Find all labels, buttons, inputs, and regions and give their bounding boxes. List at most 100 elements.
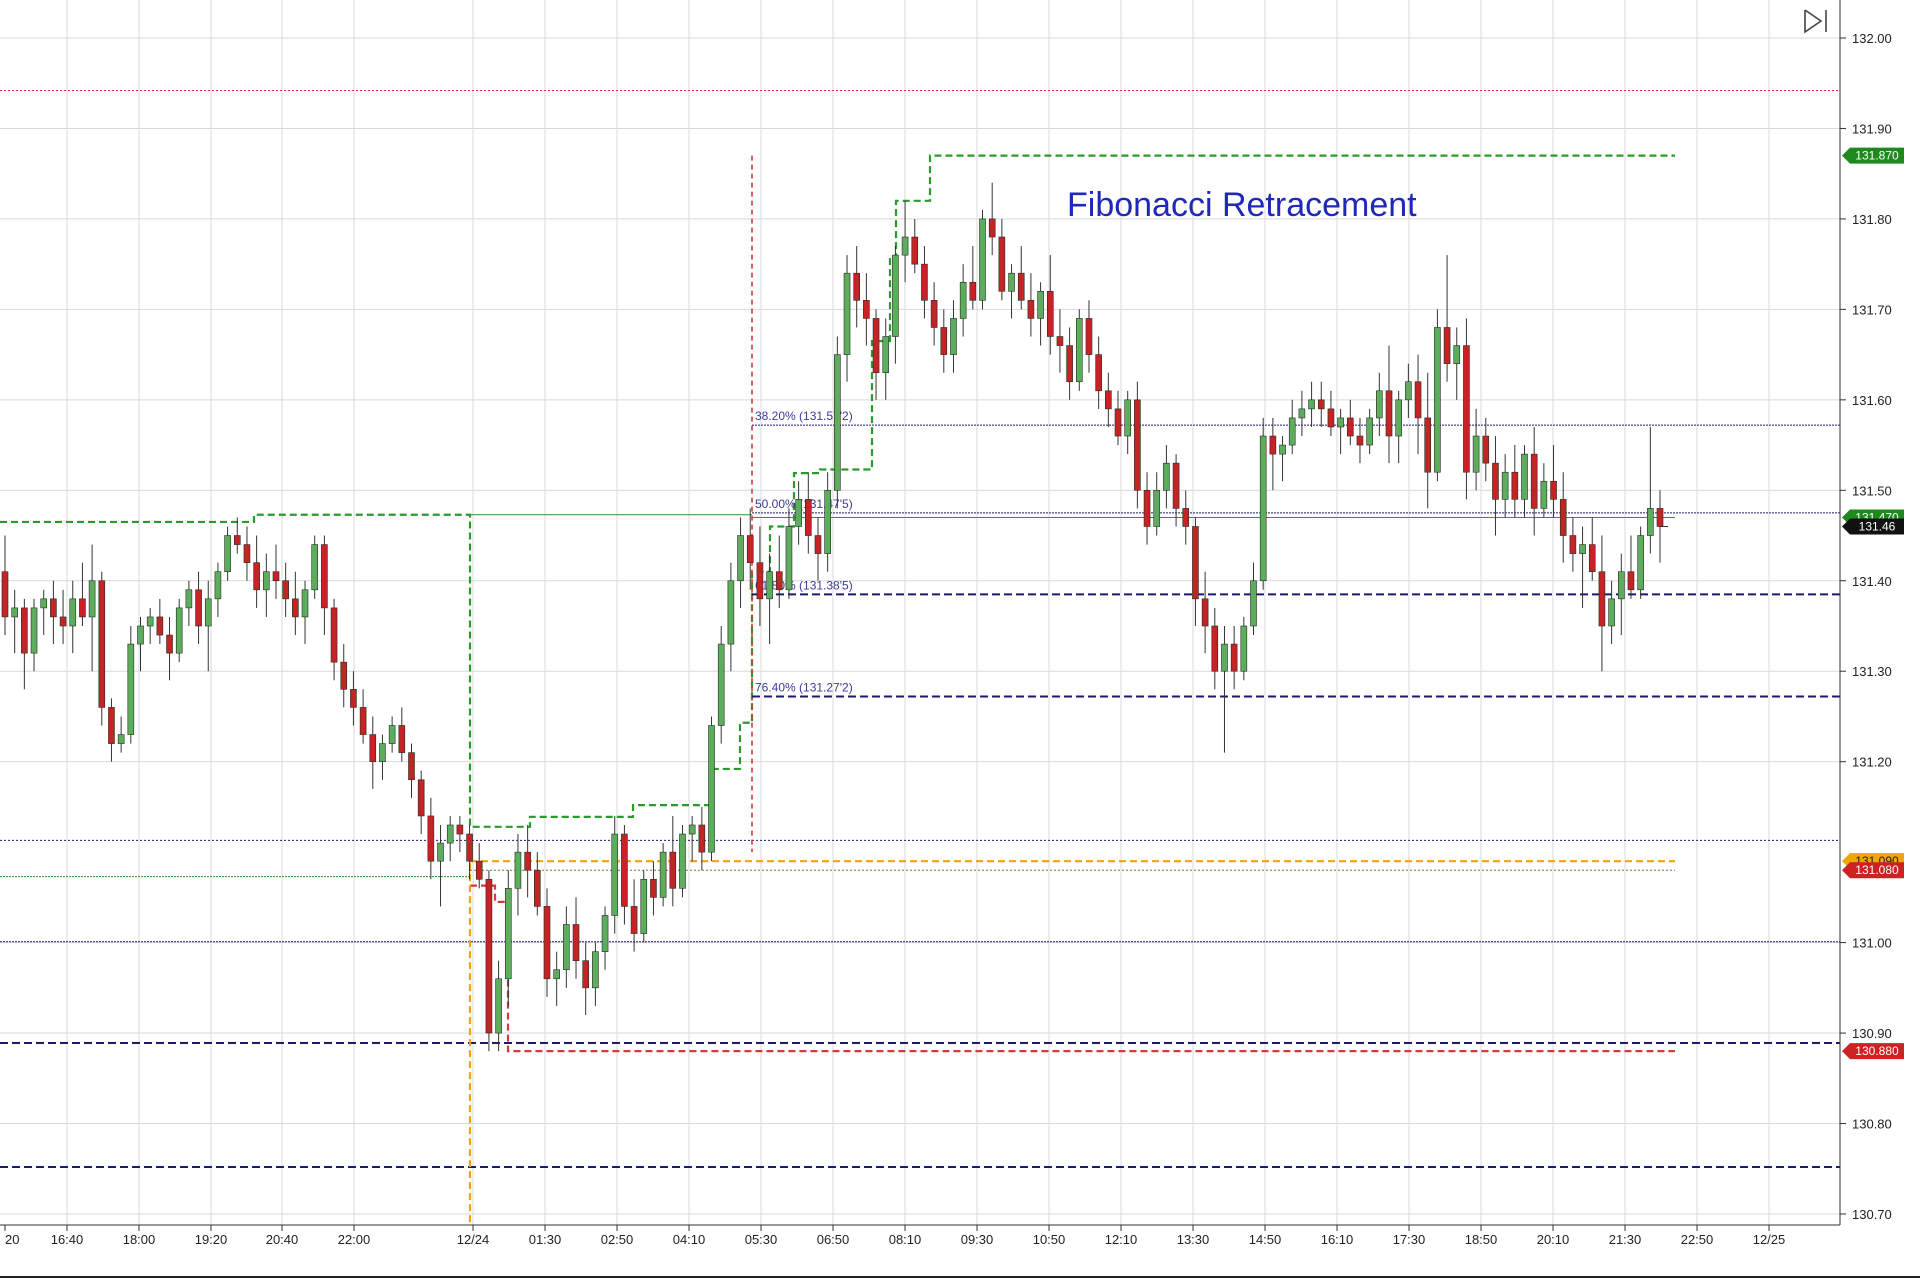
candle[interactable] (534, 852, 541, 916)
candle[interactable] (30, 598, 38, 672)
candle[interactable] (1647, 426, 1654, 554)
candle[interactable] (456, 815, 464, 853)
candle[interactable] (1288, 399, 1296, 455)
price-axis[interactable]: 132.00 131.90 131.80 131.70 131.60 131.50 131.… (1840, 31, 1892, 1222)
candle[interactable] (756, 526, 764, 626)
candle[interactable] (185, 580, 193, 626)
candle[interactable] (592, 942, 599, 1006)
candle[interactable] (708, 716, 715, 862)
candle[interactable] (1211, 607, 1219, 690)
candle[interactable] (388, 716, 396, 753)
candle[interactable] (398, 707, 406, 762)
candle[interactable] (1521, 445, 1528, 518)
candle[interactable] (224, 526, 231, 581)
candle[interactable] (1279, 436, 1286, 482)
candle[interactable] (1395, 390, 1402, 464)
candle[interactable] (688, 815, 696, 862)
candle[interactable] (572, 897, 580, 979)
candle[interactable] (853, 246, 860, 328)
candle[interactable] (892, 246, 899, 364)
candle[interactable] (253, 535, 260, 608)
candle[interactable] (1598, 535, 1606, 672)
candle[interactable] (11, 589, 18, 654)
candle[interactable] (1317, 381, 1325, 427)
candle[interactable] (1269, 417, 1277, 491)
candle[interactable] (717, 625, 725, 744)
candle[interactable] (504, 870, 512, 1006)
candle[interactable] (1376, 372, 1383, 437)
candle[interactable] (282, 562, 289, 617)
candle[interactable] (911, 218, 919, 274)
candle[interactable] (204, 580, 212, 672)
candle[interactable] (988, 182, 996, 256)
candle[interactable] (1124, 390, 1131, 455)
candle[interactable] (950, 300, 957, 373)
candle[interactable] (834, 336, 841, 509)
candle[interactable] (1463, 318, 1470, 500)
candle[interactable] (466, 825, 473, 880)
candle[interactable] (1172, 454, 1180, 527)
candle[interactable] (543, 888, 551, 997)
candle[interactable] (737, 517, 744, 608)
candle[interactable] (166, 616, 173, 681)
candle[interactable] (1105, 372, 1112, 427)
candle[interactable] (727, 562, 735, 672)
candle[interactable] (1153, 472, 1161, 536)
candle[interactable] (437, 825, 444, 907)
candle[interactable] (243, 526, 251, 581)
candle[interactable] (1608, 580, 1615, 645)
candle[interactable] (1017, 246, 1025, 310)
candle[interactable] (1192, 517, 1199, 626)
candle[interactable] (417, 770, 425, 835)
candle[interactable] (630, 879, 638, 952)
candle[interactable] (50, 580, 57, 645)
candle[interactable] (369, 716, 377, 789)
candle[interactable] (582, 942, 590, 1015)
candle[interactable] (1298, 390, 1306, 437)
candle[interactable] (998, 218, 1006, 301)
candle[interactable] (1414, 354, 1422, 455)
candle[interactable] (485, 870, 493, 1052)
candle[interactable] (1569, 517, 1577, 572)
candle[interactable] (321, 535, 328, 636)
candle[interactable] (146, 607, 154, 645)
candle[interactable] (795, 481, 802, 545)
candle[interactable] (311, 535, 319, 599)
candle[interactable] (1221, 625, 1228, 753)
candle[interactable] (805, 472, 812, 554)
candle[interactable] (824, 472, 831, 572)
skip-to-end-icon[interactable] (1803, 8, 1831, 34)
candle[interactable] (1230, 625, 1238, 690)
candle[interactable] (1482, 417, 1490, 482)
candle[interactable] (1588, 517, 1596, 581)
candle[interactable] (1472, 408, 1480, 491)
candle[interactable] (1163, 445, 1170, 509)
candle[interactable] (1617, 553, 1625, 636)
candle[interactable] (117, 716, 125, 753)
candle[interactable] (1530, 426, 1538, 536)
candle[interactable] (640, 870, 648, 943)
candle[interactable] (1308, 381, 1315, 427)
candle[interactable] (1453, 327, 1461, 400)
candle[interactable] (1259, 417, 1267, 590)
candle[interactable] (882, 318, 890, 400)
candle[interactable] (1443, 255, 1451, 382)
candle[interactable] (59, 589, 67, 645)
candle[interactable] (524, 825, 531, 898)
candle[interactable] (766, 553, 773, 645)
candle[interactable] (379, 734, 386, 780)
candle[interactable] (1037, 282, 1044, 346)
candle[interactable] (669, 815, 677, 907)
candle[interactable] (1046, 255, 1054, 355)
candle[interactable] (679, 825, 686, 898)
candle[interactable] (1511, 445, 1519, 518)
candle[interactable] (195, 571, 202, 645)
candle[interactable] (1056, 309, 1064, 373)
candle[interactable] (1, 535, 9, 636)
candle[interactable] (1250, 562, 1257, 636)
candle[interactable] (350, 671, 357, 726)
candle[interactable] (1434, 309, 1441, 482)
candle[interactable] (1085, 300, 1093, 373)
candle[interactable] (79, 562, 86, 626)
candle[interactable] (1066, 327, 1073, 400)
